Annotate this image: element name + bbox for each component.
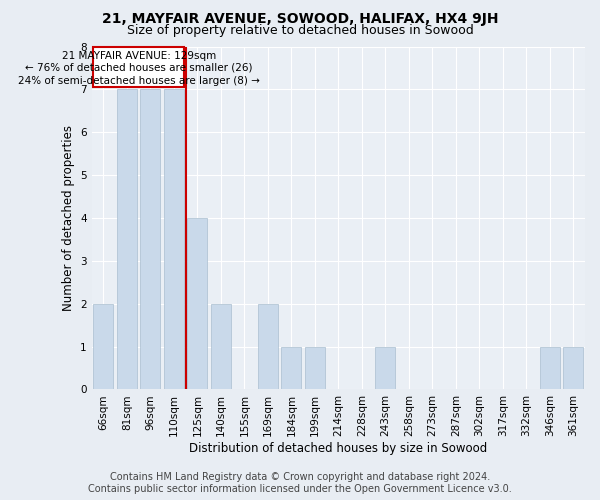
Text: Size of property relative to detached houses in Sowood: Size of property relative to detached ho…: [127, 24, 473, 37]
Bar: [94, 304, 113, 390]
FancyBboxPatch shape: [93, 48, 184, 87]
Bar: [140, 90, 160, 390]
Bar: [305, 346, 325, 390]
Bar: [281, 346, 301, 390]
Text: 21 MAYFAIR AVENUE: 129sqm: 21 MAYFAIR AVENUE: 129sqm: [62, 51, 216, 61]
X-axis label: Distribution of detached houses by size in Sowood: Distribution of detached houses by size …: [189, 442, 487, 455]
Text: 21, MAYFAIR AVENUE, SOWOOD, HALIFAX, HX4 9JH: 21, MAYFAIR AVENUE, SOWOOD, HALIFAX, HX4…: [102, 12, 498, 26]
Bar: [563, 346, 583, 390]
Text: Contains HM Land Registry data © Crown copyright and database right 2024.
Contai: Contains HM Land Registry data © Crown c…: [88, 472, 512, 494]
Bar: [540, 346, 560, 390]
Bar: [164, 90, 184, 390]
Y-axis label: Number of detached properties: Number of detached properties: [62, 125, 74, 311]
Bar: [376, 346, 395, 390]
Bar: [187, 218, 208, 390]
Bar: [258, 304, 278, 390]
Text: ← 76% of detached houses are smaller (26): ← 76% of detached houses are smaller (26…: [25, 63, 253, 73]
Bar: [211, 304, 231, 390]
Text: 24% of semi-detached houses are larger (8) →: 24% of semi-detached houses are larger (…: [17, 76, 260, 86]
Bar: [117, 90, 137, 390]
